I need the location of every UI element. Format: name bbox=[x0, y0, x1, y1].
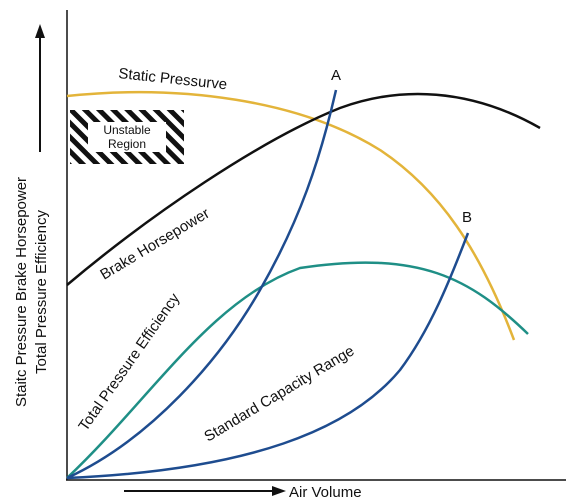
curve-b-label: B bbox=[462, 209, 472, 226]
y-axis-label-line-1: Staitc Pressure Brake Horsepower bbox=[13, 177, 30, 407]
y-axis-label-line-2: Total Pressure Efficiency bbox=[33, 210, 50, 374]
brake-horsepower-curve bbox=[66, 92, 541, 286]
unstable-region-label-line-2: Region bbox=[108, 137, 146, 151]
unstable-region-label-line-1: Unstable bbox=[103, 123, 151, 137]
y-arrow-head bbox=[35, 24, 45, 38]
unstable-region-box bbox=[88, 122, 166, 152]
curve-b bbox=[66, 232, 470, 480]
curve-a-label: A bbox=[331, 67, 341, 84]
total-pressure-efficiency-curve bbox=[66, 261, 529, 479]
static-pressure-label: Static Pressurve bbox=[118, 65, 228, 93]
standard-capacity-range-label: Standard Capacity Range bbox=[201, 342, 357, 445]
x-axis-label: Air Volume bbox=[289, 484, 362, 501]
curve-a bbox=[66, 89, 338, 480]
x-arrow-head bbox=[272, 486, 286, 496]
static-pressure-curve bbox=[66, 90, 516, 341]
